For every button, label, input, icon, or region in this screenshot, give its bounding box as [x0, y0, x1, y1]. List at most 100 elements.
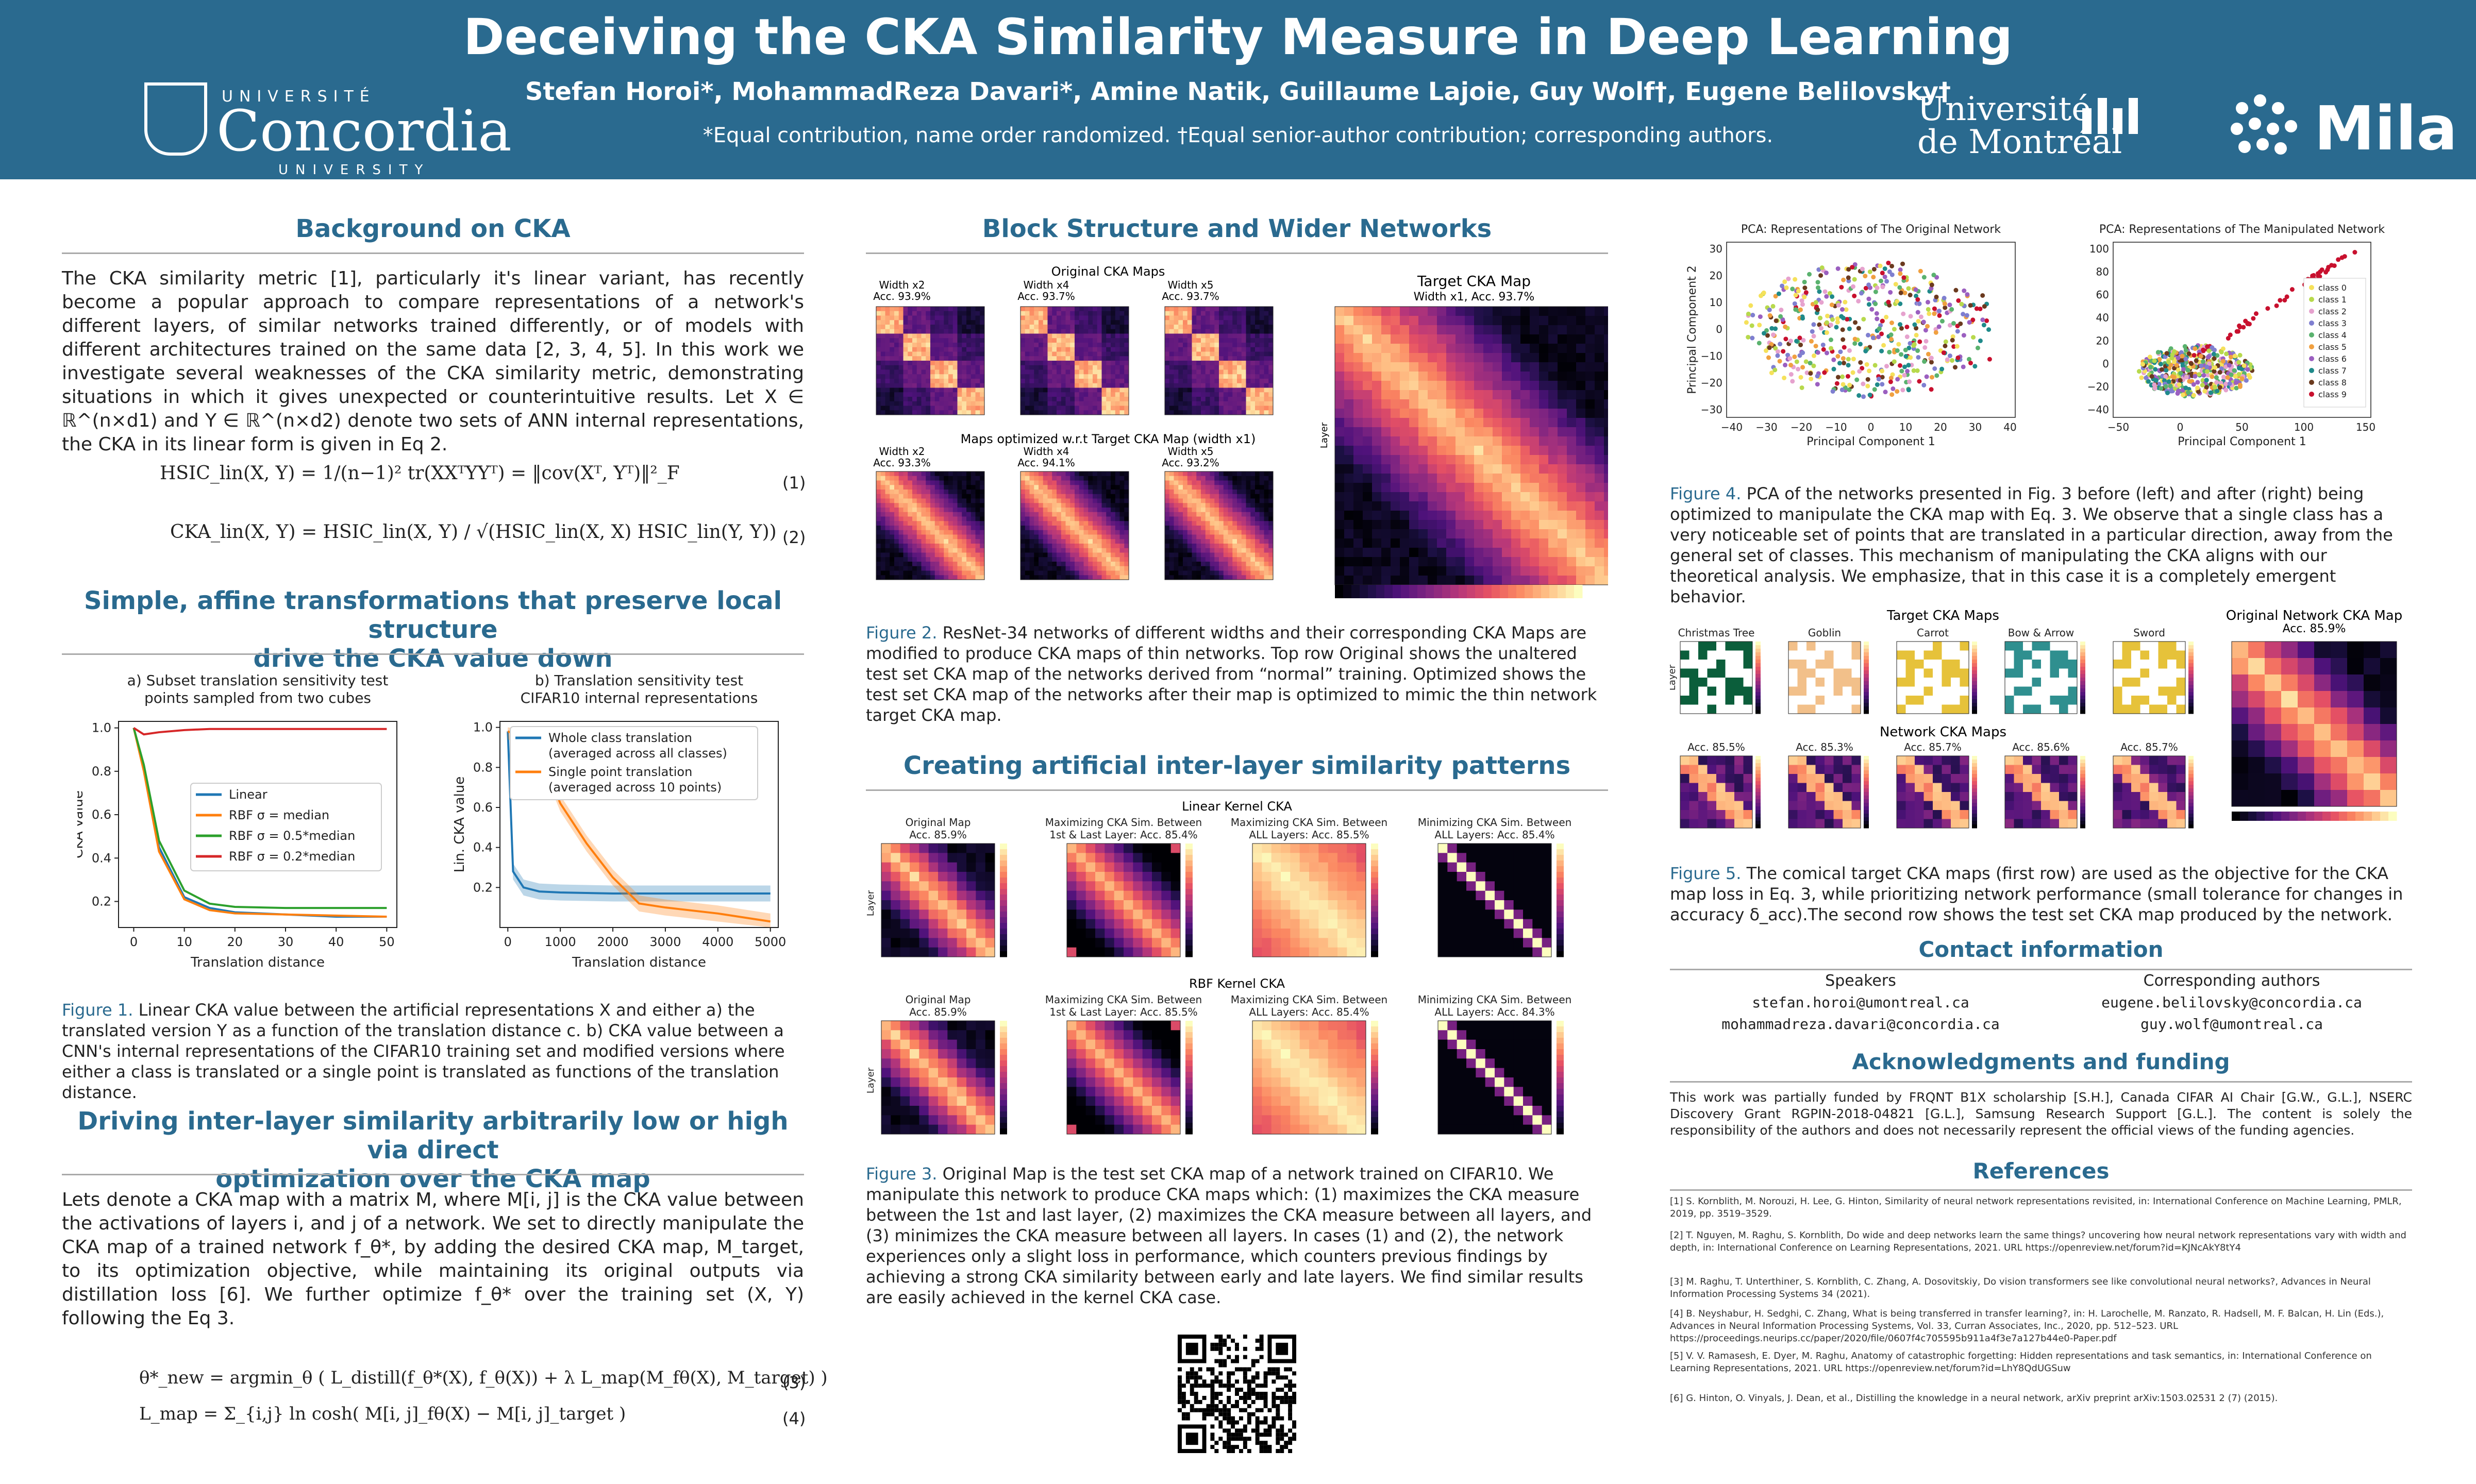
heatmap-cell	[944, 387, 949, 393]
heatmap-cell	[908, 570, 913, 576]
heatmap-cell	[1381, 464, 1391, 474]
heatmap-cell	[1502, 399, 1512, 409]
x-tick-label: 30	[278, 935, 294, 949]
heatmap-cell	[908, 410, 913, 415]
heatmap-cell	[1047, 307, 1052, 312]
heatmap-cell	[916, 490, 922, 495]
heatmap-cell	[880, 508, 885, 513]
heatmap-cell	[894, 315, 899, 321]
heatmap-cell	[1075, 374, 1080, 379]
heatmap-cell	[1255, 562, 1260, 567]
heatmap-cell	[944, 471, 949, 477]
heatmap-cell	[1268, 516, 1274, 521]
heatmap-cell	[1101, 480, 1107, 485]
heatmap-cell	[898, 392, 904, 397]
heatmap-cell	[952, 544, 958, 549]
heatmap-cell	[966, 311, 972, 316]
heatmap-cell	[1170, 947, 1181, 957]
heatmap-cell	[1119, 347, 1125, 352]
heatmap-cell	[1093, 526, 1098, 531]
heatmap-cell	[975, 476, 980, 481]
heatmap-cell	[1205, 315, 1210, 321]
heatmap-cell	[1255, 476, 1260, 481]
heatmap-cell	[1446, 409, 1456, 418]
heatmap-cell	[1169, 485, 1174, 490]
heatmap-cell	[1047, 521, 1052, 526]
heatmap-cell	[1097, 338, 1102, 343]
heatmap-cell	[1259, 490, 1264, 495]
optimized-cka-map	[1164, 471, 1274, 580]
heatmap-cell	[898, 485, 904, 490]
cka-map	[1066, 843, 1181, 957]
heatmap-cell	[1047, 494, 1052, 499]
heatmap-cell	[1106, 530, 1111, 535]
heatmap-cell	[1052, 557, 1057, 562]
heatmap-cell	[1187, 575, 1192, 580]
heatmap-cell	[1219, 356, 1224, 361]
heatmap-cell	[1165, 315, 1170, 321]
heatmap-cell	[939, 512, 944, 517]
heatmap-cell	[1165, 374, 1170, 379]
heatmap-cell	[1232, 365, 1237, 370]
heatmap-cell	[1170, 900, 1181, 910]
heatmap-cell	[880, 516, 885, 521]
heatmap-cell	[1057, 521, 1062, 526]
heatmap-cell	[916, 471, 922, 477]
heatmap-cell	[1070, 476, 1075, 481]
heatmap-cell	[1097, 544, 1102, 549]
heatmap-cell	[966, 397, 972, 402]
heatmap-cell	[912, 392, 917, 397]
heatmap-cell	[880, 562, 885, 567]
heatmap-cell	[1347, 853, 1357, 863]
heatmap-cell	[1328, 900, 1338, 910]
heatmap-cell	[1558, 566, 1567, 576]
heatmap-cell	[1115, 521, 1120, 526]
heatmap-cell	[1106, 343, 1111, 348]
heatmap-cell	[1115, 320, 1120, 325]
heatmap-cell	[1043, 338, 1048, 343]
heatmap-cell	[1558, 399, 1567, 409]
heatmap-cell	[962, 338, 967, 343]
heatmap-cell	[1201, 401, 1206, 406]
heatmap-cell	[1381, 362, 1391, 372]
heatmap-cell	[1604, 492, 1608, 502]
heatmap-cell	[957, 512, 962, 517]
heatmap-cell	[1142, 919, 1152, 929]
heatmap-cell	[926, 485, 931, 490]
heatmap-cell	[1057, 562, 1062, 567]
heatmap-cell	[1548, 483, 1558, 493]
heatmap-cell	[921, 480, 926, 485]
heatmap-cell	[1246, 343, 1251, 348]
heatmap-cell	[1595, 418, 1604, 428]
heatmap-cell	[1196, 552, 1201, 558]
heatmap-cell	[1318, 853, 1329, 863]
heatmap-cell	[1047, 526, 1052, 531]
heatmap-cell	[1493, 520, 1502, 530]
heatmap-cell	[1400, 511, 1410, 520]
heatmap-cell	[1391, 566, 1400, 576]
heatmap-cell	[1124, 909, 1133, 920]
heatmap-cell	[952, 503, 958, 508]
heatmap-cell	[1170, 862, 1181, 872]
heatmap-cell	[1228, 548, 1233, 553]
heatmap-cell	[948, 361, 953, 366]
heatmap-cell	[890, 494, 895, 499]
heatmap-cell	[1183, 494, 1188, 499]
heatmap-cell	[1232, 379, 1237, 384]
heatmap-cell	[1029, 552, 1034, 558]
heatmap-cell	[1595, 427, 1604, 437]
heatmap-cell	[1088, 320, 1093, 325]
heatmap-cell	[1530, 372, 1540, 381]
heatmap-cell	[1205, 566, 1210, 571]
heatmap-cell	[908, 575, 913, 580]
heatmap-cell	[971, 329, 976, 334]
heatmap-cell	[1088, 570, 1093, 576]
heatmap-cell	[1119, 397, 1125, 402]
heatmap-cell	[1219, 361, 1224, 366]
heatmap-cell	[1057, 329, 1062, 334]
heatmap-cell	[1020, 329, 1026, 334]
heatmap-cell	[1076, 900, 1086, 910]
heatmap-cell	[1409, 344, 1419, 353]
heatmap-cell	[1020, 526, 1026, 531]
heatmap-cell	[1268, 356, 1274, 361]
